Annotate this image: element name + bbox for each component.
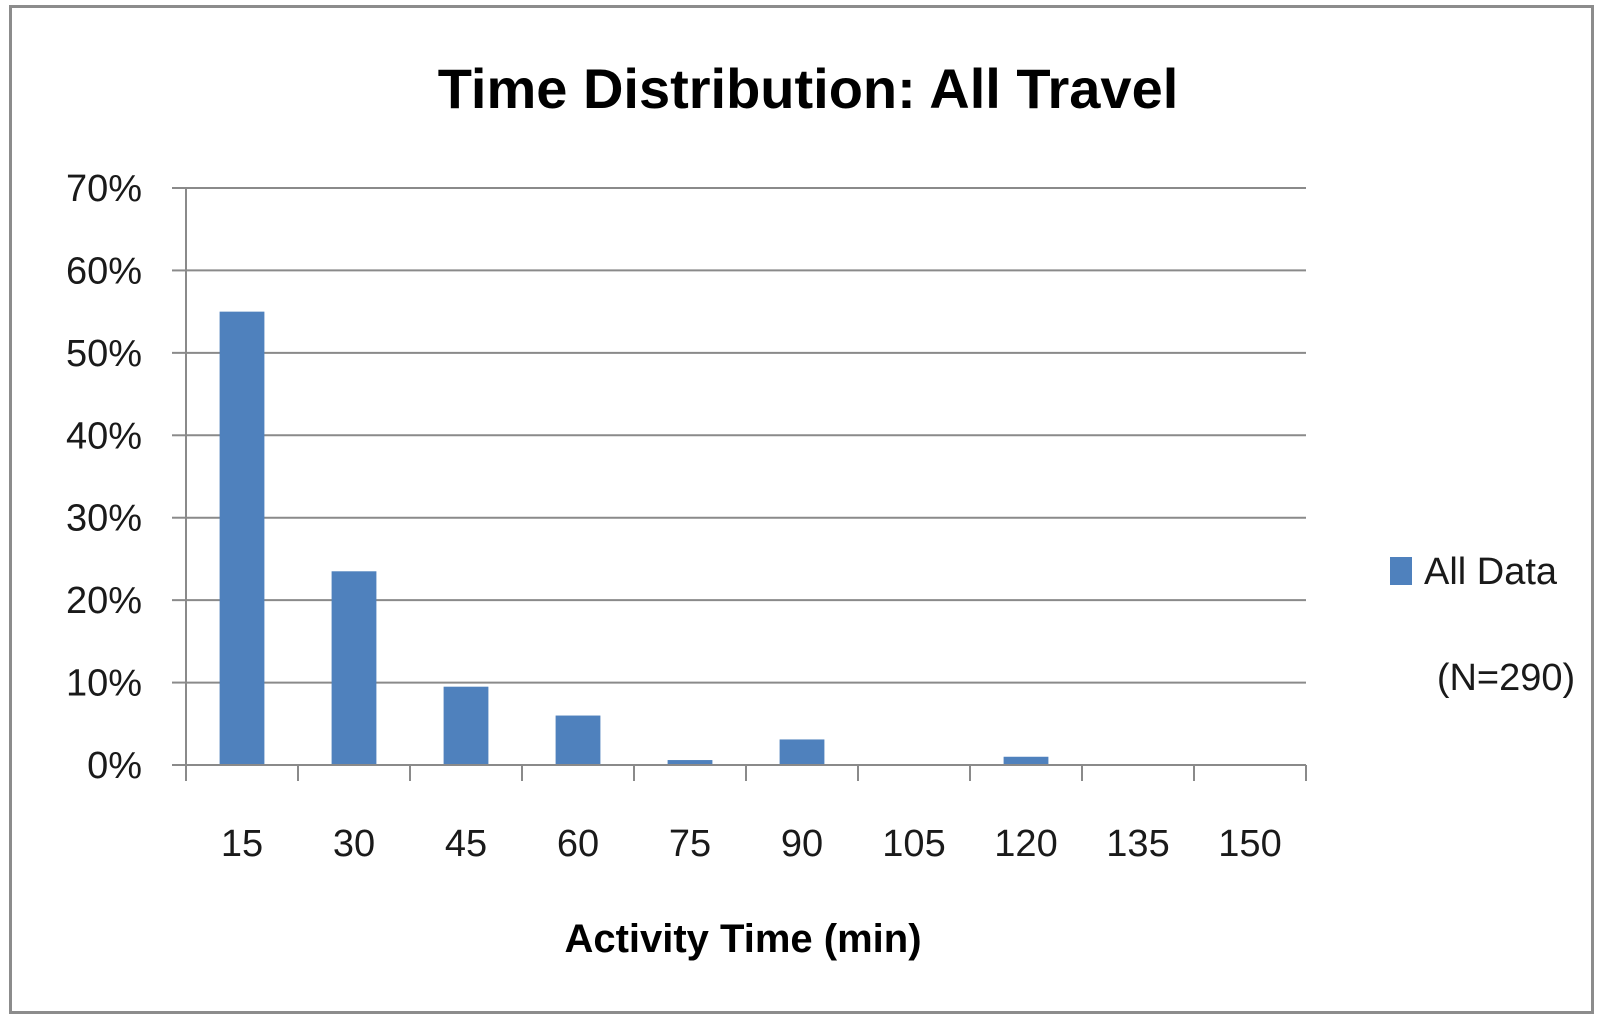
- bar-15: [219, 311, 265, 765]
- x-tick-label: 45: [445, 823, 487, 865]
- bar-120: [1003, 756, 1049, 765]
- chart-title: Time Distribution: All Travel: [438, 57, 1179, 120]
- y-tick-label: 0%: [87, 745, 142, 787]
- x-tick-label: 90: [781, 823, 823, 865]
- chart-frame: [9, 5, 1594, 1014]
- bar-60: [555, 715, 601, 765]
- bars: [219, 311, 1049, 765]
- sample-size-annotation: (N=290): [1437, 657, 1575, 699]
- y-tick-label: 10%: [66, 663, 142, 705]
- y-tick-label: 70%: [66, 168, 142, 210]
- x-axis-label: Activity Time (min): [564, 917, 921, 961]
- bar-30: [331, 571, 377, 765]
- x-tick-label: 30: [333, 823, 375, 865]
- x-tick-label: 75: [669, 823, 711, 865]
- bar-75: [667, 760, 713, 765]
- x-tick-label: 150: [1218, 823, 1281, 865]
- legend: All Data: [1390, 551, 1558, 593]
- legend-label: All Data: [1424, 551, 1558, 593]
- y-tick-label: 60%: [66, 250, 142, 292]
- x-tick-label: 60: [557, 823, 599, 865]
- x-tick-label: 120: [994, 823, 1057, 865]
- x-tick-label: 105: [882, 823, 945, 865]
- y-axis-ticks: 0% 10% 20% 30% 40% 50% 60% 70%: [66, 168, 186, 787]
- y-tick-label: 50%: [66, 333, 142, 375]
- x-tick-label: 15: [221, 823, 263, 865]
- x-axis: 15 30 45 60 75 90 105 120 135 150: [185, 188, 1307, 865]
- bar-90: [779, 739, 825, 765]
- x-tick-label: 135: [1106, 823, 1169, 865]
- y-tick-label: 20%: [66, 580, 142, 622]
- y-tick-label: 40%: [66, 415, 142, 457]
- legend-swatch: [1390, 557, 1412, 585]
- bar-45: [443, 686, 489, 765]
- y-tick-label: 30%: [66, 498, 142, 540]
